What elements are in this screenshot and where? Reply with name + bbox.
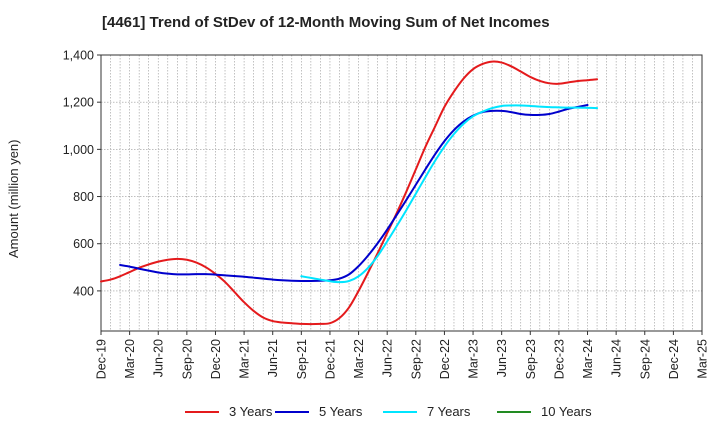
x-tick-label: Dec-22 xyxy=(438,339,452,379)
x-tick-label: Dec-21 xyxy=(323,339,337,379)
legend-label: 7 Years xyxy=(427,404,471,419)
legend-swatch xyxy=(185,410,219,413)
legend-swatch xyxy=(383,410,417,413)
chart-legend: 3 Years 5 Years 7 Years 10 Years xyxy=(0,404,720,426)
legend-label: 3 Years xyxy=(229,404,273,419)
legend-label: 10 Years xyxy=(541,404,592,419)
legend-label: 5 Years xyxy=(319,404,363,419)
x-tick-label: Sep-20 xyxy=(180,339,194,379)
series-line-3-years xyxy=(100,60,599,326)
legend-item: 7 Years xyxy=(383,404,470,419)
x-tick-label: Jun-20 xyxy=(152,339,166,377)
x-tick-label: Jun-21 xyxy=(266,339,280,377)
x-tick-label: Dec-19 xyxy=(95,339,109,379)
x-tick-label: Jun-23 xyxy=(495,339,509,377)
y-tick-label: 800 xyxy=(73,190,94,204)
x-tick-label: Mar-22 xyxy=(352,339,366,379)
legend-swatch xyxy=(497,410,531,413)
plot-frame xyxy=(100,54,703,332)
x-tick-label: Mar-25 xyxy=(696,339,710,379)
x-tick-label: Jun-24 xyxy=(610,339,624,377)
y-tick-label: 1,000 xyxy=(63,143,94,157)
legend-item: 10 Years xyxy=(497,404,592,419)
x-tick-label: Sep-23 xyxy=(524,339,538,379)
x-tick-label: Sep-22 xyxy=(409,339,423,379)
x-tick-label: Mar-21 xyxy=(238,339,252,379)
legend-swatch xyxy=(275,410,309,413)
x-tick-label: Dec-20 xyxy=(209,339,223,379)
x-tick-label: Sep-24 xyxy=(638,339,652,379)
x-tick-label: Dec-24 xyxy=(667,339,681,379)
y-tick-label: 1,400 xyxy=(63,49,94,63)
legend-item: 5 Years xyxy=(275,404,362,419)
legend-item: 3 Years xyxy=(185,404,272,419)
x-tick-label: Mar-24 xyxy=(581,339,595,379)
y-tick-label: 400 xyxy=(73,284,94,298)
chart-title: [4461] Trend of StDev of 12-Month Moving… xyxy=(102,14,550,31)
x-tick-label: Sep-21 xyxy=(295,339,309,379)
series-line-5-years xyxy=(119,104,589,283)
y-tick-label: 600 xyxy=(73,237,94,251)
series-line-7-years xyxy=(300,104,599,284)
x-tick-label: Mar-20 xyxy=(123,339,137,379)
y-tick-label: 1,200 xyxy=(63,96,94,110)
x-tick-label: Jun-22 xyxy=(381,339,395,377)
x-tick-label: Mar-23 xyxy=(467,339,481,379)
x-tick-label: Dec-23 xyxy=(552,339,566,379)
